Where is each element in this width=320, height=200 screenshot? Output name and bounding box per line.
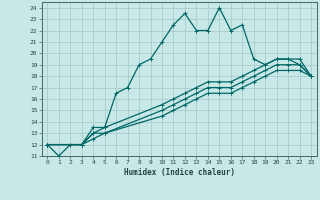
X-axis label: Humidex (Indice chaleur): Humidex (Indice chaleur) (124, 168, 235, 177)
